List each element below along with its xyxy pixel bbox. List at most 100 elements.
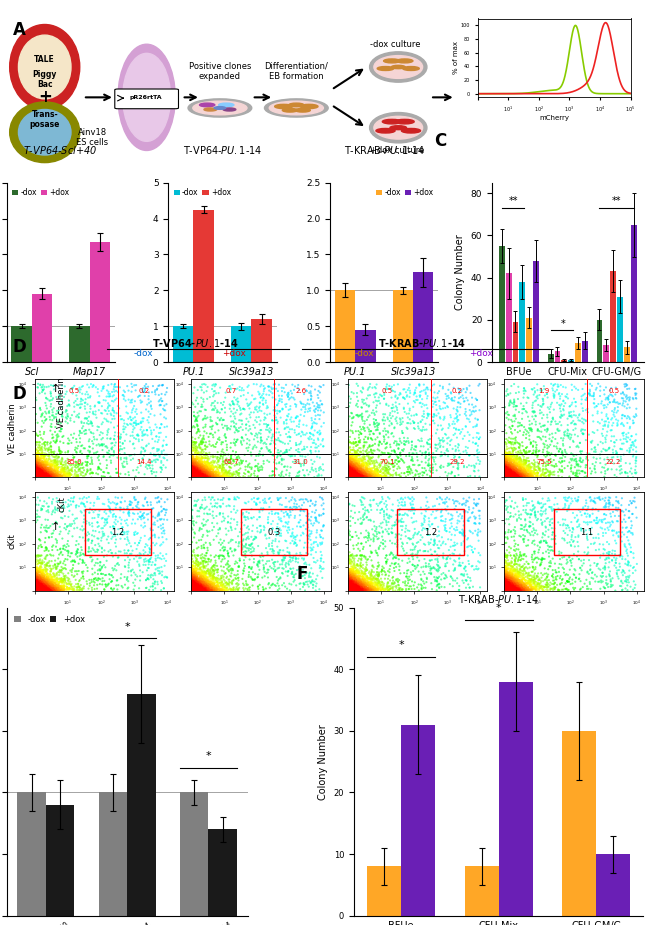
Point (199, 469, 209, 484)
Point (304, 574, 315, 588)
Point (368, 443, 378, 458)
Point (248, 578, 258, 593)
Point (344, 453, 354, 468)
Point (190, 470, 200, 485)
Point (428, 413, 438, 428)
Point (190, 579, 200, 594)
Point (510, 583, 521, 598)
Point (83, 443, 94, 458)
Point (44, 467, 55, 482)
Point (268, 544, 279, 559)
Point (449, 538, 460, 553)
Point (32, 465, 43, 480)
Point (58, 561, 68, 576)
Point (66, 577, 76, 592)
Point (353, 575, 363, 590)
Point (344, 464, 354, 479)
Point (188, 579, 199, 594)
Point (350, 573, 361, 587)
Point (365, 467, 375, 482)
Point (569, 408, 579, 423)
Point (192, 462, 202, 477)
Point (511, 453, 521, 468)
Point (36, 462, 46, 476)
Point (64, 433, 75, 448)
Point (503, 583, 514, 598)
Point (509, 583, 519, 598)
Point (525, 568, 535, 583)
Point (395, 434, 406, 449)
Point (37, 578, 47, 593)
Point (469, 458, 479, 473)
Point (355, 565, 365, 580)
Point (36, 565, 46, 580)
Point (459, 504, 469, 519)
Point (160, 508, 170, 523)
Point (604, 415, 614, 430)
Point (362, 461, 372, 475)
Point (621, 389, 631, 404)
Point (33, 470, 44, 485)
Point (501, 577, 512, 592)
Point (40, 564, 51, 579)
Point (36, 581, 47, 596)
Point (431, 503, 441, 518)
Point (345, 572, 356, 586)
Point (346, 450, 356, 465)
Point (32, 579, 43, 594)
Point (59, 572, 70, 586)
Point (388, 574, 398, 588)
Point (56, 422, 66, 437)
Point (34, 451, 44, 466)
Point (65, 563, 75, 578)
Point (350, 462, 360, 476)
Point (73, 463, 84, 478)
Point (344, 465, 354, 480)
Point (352, 578, 363, 593)
Point (527, 468, 538, 483)
Point (32, 583, 42, 598)
Point (34, 575, 44, 590)
Point (343, 574, 353, 589)
Point (40, 459, 50, 474)
Point (34, 575, 45, 590)
Point (582, 390, 592, 405)
Point (31, 470, 41, 485)
Point (38, 579, 48, 594)
Point (499, 576, 510, 591)
Point (34, 469, 44, 484)
Point (148, 517, 159, 532)
Point (31, 583, 41, 598)
Point (187, 576, 197, 591)
Point (503, 571, 514, 586)
Point (141, 573, 151, 587)
Point (386, 468, 396, 483)
Point (207, 576, 218, 591)
Point (400, 469, 411, 484)
Point (196, 582, 206, 597)
Point (519, 384, 529, 399)
Point (517, 463, 527, 478)
Point (387, 470, 398, 485)
Point (284, 429, 294, 444)
Point (365, 574, 375, 589)
Point (33, 462, 44, 476)
Point (188, 578, 199, 593)
Point (502, 460, 513, 475)
Point (346, 571, 357, 586)
Point (508, 576, 518, 591)
Bar (562, 360, 567, 362)
Point (514, 528, 525, 543)
Point (524, 577, 534, 592)
Point (346, 467, 356, 482)
Point (58, 582, 69, 597)
Point (344, 563, 354, 578)
Point (499, 463, 510, 478)
Point (198, 465, 209, 480)
Point (379, 503, 389, 518)
Point (356, 575, 367, 590)
Point (500, 448, 510, 462)
Point (367, 569, 378, 584)
Point (344, 579, 355, 594)
Point (203, 577, 214, 592)
